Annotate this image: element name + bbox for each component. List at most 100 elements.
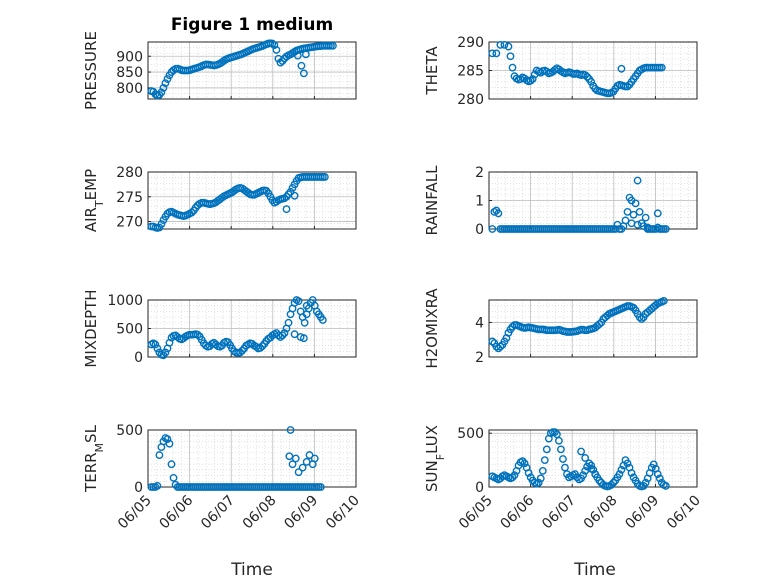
data-point: [653, 223, 662, 232]
data-point: [297, 61, 306, 70]
data-point: [538, 466, 547, 475]
data-point: [518, 457, 527, 466]
y-tick-label: 500: [116, 322, 143, 338]
data-point: [488, 225, 497, 233]
data-point: [272, 46, 281, 54]
axes-box: [147, 429, 357, 488]
data-point: [302, 301, 311, 310]
data-point: [641, 213, 650, 222]
data-point: [290, 330, 299, 339]
y-tick-label: 500: [116, 423, 143, 439]
data-point: [635, 207, 644, 216]
data-point: [557, 445, 565, 454]
data-point: [291, 454, 300, 463]
data-point: [587, 461, 596, 470]
data-point: [157, 220, 166, 228]
data-point: [294, 297, 303, 306]
data-point: [577, 447, 586, 456]
y-tick-label: 0: [134, 480, 143, 496]
data-point: [316, 483, 325, 491]
subplot-sun-flux: 0 500 06/05 06/06 06/07 06/08 06/09 06/10 SUNFLU…: [423, 425, 704, 532]
data-point: [329, 41, 337, 50]
x-tick-label: 06/09: [281, 493, 321, 533]
data-point: [163, 75, 172, 83]
data-point: [581, 454, 590, 462]
axes-box: [147, 171, 357, 230]
y-tick-label: 0: [134, 350, 143, 366]
y-tick-label: 2: [475, 165, 484, 181]
data-point: [169, 473, 178, 482]
x-tick-label: 06/08: [240, 493, 280, 533]
y-axis-label: TERRMSL: [82, 424, 106, 493]
data-point: [583, 72, 592, 81]
data-point: [280, 194, 289, 203]
data-point: [595, 476, 604, 485]
data-point: [488, 49, 497, 58]
data-point: [591, 470, 600, 478]
data-point: [633, 176, 642, 185]
data-point: [661, 482, 670, 490]
x-tick-label: 06/08: [581, 493, 621, 533]
x-tick-label: 06/05: [115, 493, 155, 533]
y-tick-label: 285: [457, 64, 484, 80]
data-point: [258, 342, 267, 351]
data-point: [508, 473, 517, 482]
subplot-air-temp: 270 275 280 AIRTEMP: [82, 165, 357, 232]
data-point: [550, 428, 559, 437]
data-point: [635, 313, 644, 322]
data-point: [290, 191, 299, 200]
data-point: [294, 468, 303, 477]
data-point: [536, 474, 545, 483]
data-point: [508, 63, 517, 72]
data-point: [163, 435, 172, 444]
subplot-h2omixra: 2 4 H2OMIXRA: [423, 288, 698, 369]
data-point: [238, 346, 247, 355]
y-tick-label: 280: [116, 165, 143, 181]
data-point: [655, 474, 664, 483]
data-point: [496, 342, 505, 351]
data-point: [649, 460, 658, 469]
data-point: [587, 464, 596, 473]
data-point: [555, 436, 563, 445]
data-point: [159, 84, 168, 92]
data-point: [579, 471, 588, 480]
y-tick-label: 0: [475, 480, 484, 496]
y-tick-label: 280: [457, 92, 484, 108]
data-point: [534, 478, 543, 487]
data-point: [591, 84, 600, 93]
data-point: [256, 343, 265, 352]
data-point: [629, 210, 638, 219]
data-point: [637, 315, 646, 323]
data-point: [276, 58, 285, 67]
y-tick-label: 1000: [107, 293, 143, 309]
data-point: [542, 445, 551, 454]
data-point: [167, 460, 176, 469]
data-point: [524, 469, 533, 477]
data-point: [285, 452, 294, 461]
x-tick-label: 06/07: [539, 493, 579, 533]
data-point: [310, 454, 319, 463]
data-point: [559, 455, 567, 463]
data-point: [494, 209, 503, 218]
data-point: [280, 329, 289, 337]
data-point: [641, 478, 650, 487]
data-point: [187, 208, 196, 217]
subplot-theta: 280 285 290 THETA: [423, 35, 698, 108]
y-axis-label: RAINFALL: [423, 165, 441, 236]
x-tick-label: 06/10: [664, 493, 704, 533]
axes-box: [488, 299, 698, 358]
y-tick-label: 290: [457, 35, 484, 51]
data-point: [595, 320, 604, 329]
data-point: [299, 334, 308, 343]
data-point: [526, 76, 535, 85]
y-tick-label: 4: [475, 315, 484, 331]
y-tick-label: 800: [116, 81, 143, 97]
data-point: [153, 344, 162, 353]
data-point: [305, 451, 314, 459]
data-point: [528, 75, 537, 83]
data-point: [643, 223, 652, 232]
data-point: [500, 40, 509, 49]
data-point: [623, 459, 632, 468]
